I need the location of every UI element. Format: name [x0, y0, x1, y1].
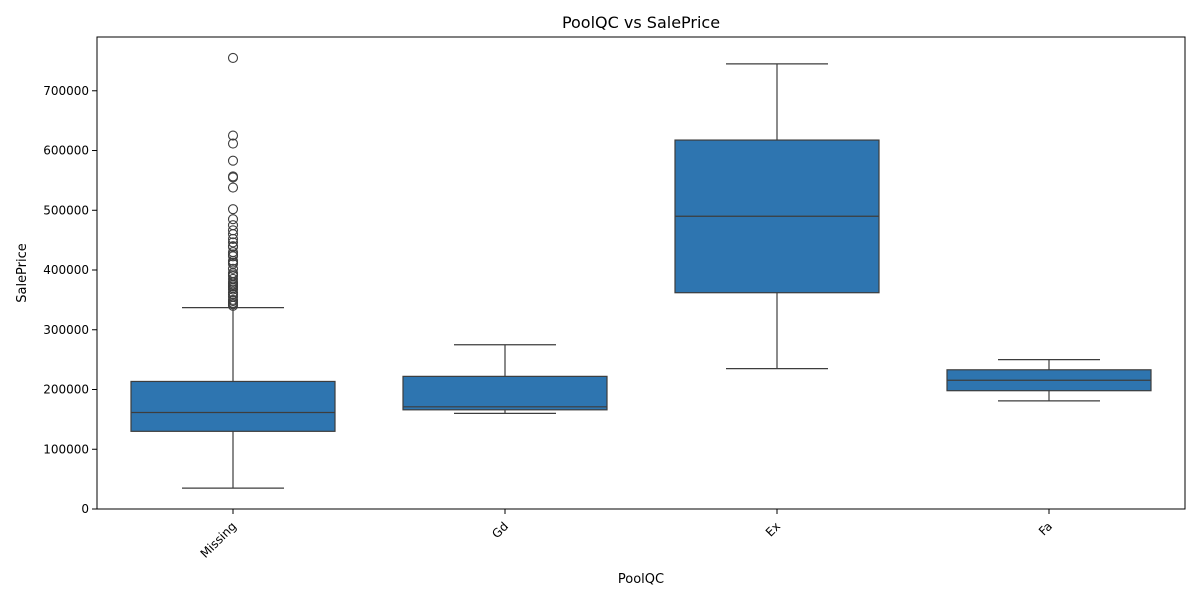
boxes-layer — [130, 52, 1152, 489]
outlier-point — [227, 263, 239, 274]
box-group-fa — [946, 359, 1152, 402]
y-tick-label: 700000 — [43, 84, 89, 98]
outlier-point — [227, 220, 239, 231]
outlier-point — [227, 204, 239, 215]
outlier-point — [227, 300, 239, 311]
y-tick-label: 0 — [81, 502, 89, 516]
x-tick-label: Missing — [198, 519, 240, 561]
y-tick-label: 600000 — [43, 144, 89, 158]
x-tick-label: Ex — [763, 519, 783, 539]
outlier-point — [227, 172, 239, 183]
x-axis: Missing Gd Ex Fa — [198, 509, 1055, 561]
outlier-point — [227, 130, 239, 141]
box-group-missing — [130, 52, 336, 489]
outlier-point — [227, 237, 239, 248]
outlier-point — [227, 155, 239, 166]
box-group-gd — [402, 344, 608, 415]
x-axis-label: PoolQC — [618, 572, 664, 587]
box-group-ex — [674, 63, 880, 370]
x-tick-label: Fa — [1036, 519, 1055, 538]
y-tick-label: 100000 — [43, 442, 89, 456]
outlier-point — [227, 251, 239, 262]
y-tick-label: 300000 — [43, 323, 89, 337]
outlier-point — [227, 182, 239, 193]
outlier-point — [227, 284, 239, 295]
y-axis: 0 100000 200000 300000 400000 500000 600000 700… — [43, 84, 97, 516]
outlier-point — [227, 138, 239, 149]
y-tick-label: 500000 — [43, 203, 89, 217]
y-axis-label: SalePrice — [15, 243, 30, 303]
y-tick-label: 400000 — [43, 263, 89, 277]
outlier-point — [227, 289, 239, 300]
iqr-box — [402, 375, 608, 411]
plot-frame — [96, 36, 1186, 510]
iqr-box — [130, 380, 336, 432]
x-tick-label: Gd — [489, 519, 511, 541]
outlier-point — [227, 214, 239, 225]
chart-title: PoolQC vs SalePrice — [562, 13, 720, 32]
outlier-point — [227, 233, 239, 245]
outlier-point — [227, 52, 239, 63]
outlier-point — [227, 229, 239, 240]
y-tick-label: 200000 — [43, 383, 89, 397]
